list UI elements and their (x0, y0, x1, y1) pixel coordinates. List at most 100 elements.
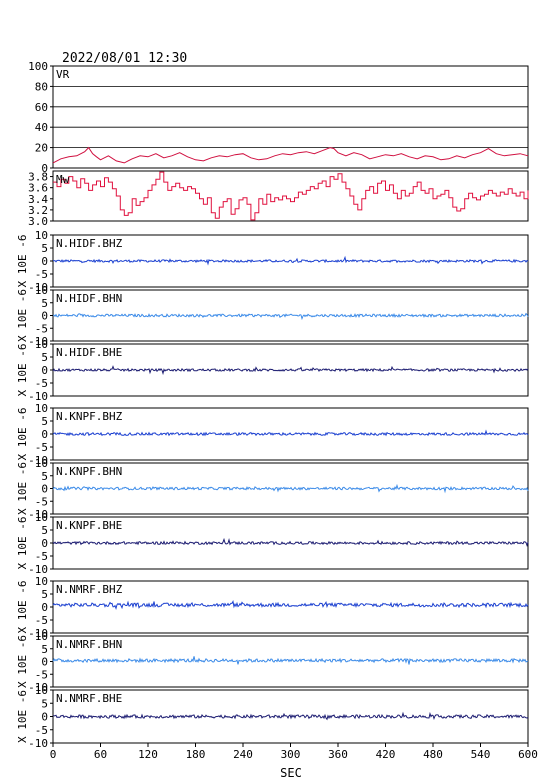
panel-name-label: Mw (56, 173, 70, 186)
y-axis-title: X 10E -6 (16, 408, 29, 461)
y-tick-label: -5 (35, 550, 48, 563)
x-tick-label: 420 (376, 748, 396, 761)
y-tick-label: -10 (28, 737, 48, 750)
y-tick-label: 10 (35, 284, 48, 297)
panel-name-label: N.NMRF.BHE (56, 692, 122, 705)
y-axis-title: X 10E -6 (16, 635, 29, 688)
y-tick-label: -10 (28, 281, 48, 294)
x-tick-label: 180 (186, 748, 206, 761)
x-tick-label: 240 (233, 748, 253, 761)
x-tick-label: 480 (423, 748, 443, 761)
y-tick-label: -5 (35, 668, 48, 681)
y-tick-label: 0 (41, 601, 48, 614)
trace-line (52, 483, 529, 494)
panel-name-label: N.KNPF.BHE (56, 519, 122, 532)
y-tick-label: 3.0 (28, 215, 48, 228)
y-axis-title: X 10E -6 (16, 289, 29, 342)
y-tick-label: 10 (35, 229, 48, 242)
y-tick-label: 0 (41, 483, 48, 496)
trace-line (52, 312, 529, 321)
y-tick-label: 100 (28, 60, 48, 73)
y-tick-label: -5 (35, 441, 48, 454)
y-tick-label: 10 (35, 575, 48, 588)
timestamp-label: 2022/08/01 12:30 (62, 51, 187, 66)
panel-vr: 0 20 40 60 80 100 VR (28, 60, 529, 175)
y-tick-label: 5 (41, 524, 48, 537)
panel-name-label: N.HIDF.BHZ (56, 237, 123, 250)
y-tick-label: 0 (41, 255, 48, 268)
y-tick-label: -10 (28, 335, 48, 348)
y-tick-label: 0 (41, 428, 48, 441)
panel-name-label: N.KNPF.BHZ (56, 410, 123, 423)
y-tick-label: -10 (28, 508, 48, 521)
x-tick-label: 300 (281, 748, 301, 761)
y-tick-label: -10 (28, 390, 48, 403)
y-tick-label: 80 (35, 80, 48, 93)
y-tick-label: 5 (41, 588, 48, 601)
y-tick-label: 0 (41, 364, 48, 377)
y-tick-label: 5 (41, 351, 48, 364)
panel-frame (52, 65, 529, 169)
trace-line (52, 537, 529, 548)
y-tick-label: -10 (28, 563, 48, 576)
y-axis-title: X 10E -6 (16, 517, 29, 570)
y-tick-label: -10 (28, 681, 48, 694)
x-axis-title: SEC (280, 766, 302, 780)
panel-name-label: N.HIDF.BHN (56, 292, 122, 305)
y-axis-title: X 10E -6 (16, 344, 29, 397)
panel-name-label: N.KNPF.BHN (56, 465, 122, 478)
trace-line (52, 429, 529, 437)
y-tick-label: 10 (35, 338, 48, 351)
y-tick-label: 10 (35, 684, 48, 697)
trace-line (53, 711, 529, 721)
y-axis-title: X 10E -6 (16, 462, 29, 515)
x-tick-label: 360 (328, 748, 348, 761)
trace-line (52, 600, 529, 611)
y-tick-label: 3.4 (28, 193, 48, 206)
y-tick-label: -10 (28, 454, 48, 467)
y-tick-label: 0 (41, 162, 48, 175)
y-tick-label: 3.8 (28, 171, 48, 184)
y-axis-title: X 10E -6 (16, 690, 29, 743)
y-tick-label: 0 (41, 537, 48, 550)
y-tick-label: 10 (35, 402, 48, 415)
panel-frame (52, 580, 529, 634)
y-axis-title: X 10E -6 (16, 235, 29, 288)
y-tick-label: 0 (41, 656, 48, 669)
x-tick-label: 540 (471, 748, 491, 761)
x-tick-label: 60 (94, 748, 107, 761)
x-tick-label: 0 (50, 748, 57, 761)
y-tick-label: -5 (35, 495, 48, 508)
y-tick-label: 60 (35, 101, 48, 114)
trace-line (52, 656, 529, 665)
y-tick-label: 5 (41, 297, 48, 310)
trace-line (52, 365, 529, 376)
y-tick-label: -10 (28, 627, 48, 640)
x-tick-label: 120 (138, 748, 158, 761)
y-tick-label: 10 (35, 457, 48, 470)
y-tick-label: 0 (41, 310, 48, 323)
y-tick-label: 0 (41, 711, 48, 724)
trace-line (52, 146, 529, 164)
y-tick-label: 3.6 (28, 182, 48, 195)
panel-mw: 3.03.23.43.63.8 Mw (28, 170, 529, 228)
y-tick-label: 40 (35, 121, 48, 134)
panel-name-label: N.NMRF.BHN (56, 638, 122, 651)
y-tick-label: -5 (35, 268, 48, 281)
y-tick-label: 5 (41, 242, 48, 255)
y-tick-label: 5 (41, 697, 48, 710)
y-tick-label: 20 (35, 142, 48, 155)
panel-name-label: VR (56, 68, 70, 81)
y-tick-label: 10 (35, 630, 48, 643)
y-tick-label: -5 (35, 724, 48, 737)
